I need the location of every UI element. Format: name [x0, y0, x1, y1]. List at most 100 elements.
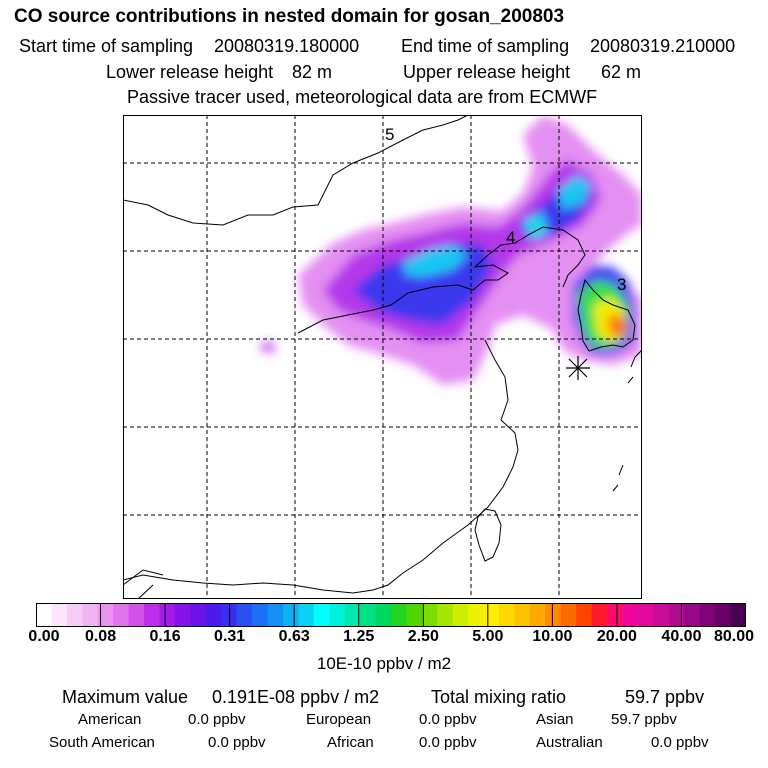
colorbar-swatch: [144, 603, 161, 627]
border-inner: [123, 569, 164, 599]
colorbar: [36, 603, 746, 627]
plume-speck: [260, 341, 276, 353]
border-north: [123, 115, 469, 226]
colorbar-swatch: [252, 603, 269, 627]
colorbar-swatch: [499, 603, 516, 627]
start-time-value: 20080319.180000: [214, 36, 360, 56]
colorbar-tick-label: 80.00: [713, 628, 755, 645]
colorbar-swatch: [205, 603, 222, 627]
plume-cyan-2: [558, 175, 591, 210]
lower-release-label: Lower release height: [106, 62, 274, 82]
trajectory-label-3: 3: [617, 275, 626, 294]
colorbar-swatch: [190, 603, 207, 627]
source-contribution-map: 5 4 3: [123, 115, 642, 599]
colorbar-tick-label: 0.08: [84, 628, 117, 645]
lat-lon-grid: [123, 115, 642, 599]
lower-release-value: 82 m: [292, 62, 333, 82]
colorbar-swatch: [406, 603, 423, 627]
total-mixing-label: Total mixing ratio: [431, 687, 567, 707]
plume-cyan-3: [523, 213, 548, 240]
colorbar-swatch: [421, 603, 438, 627]
colorbar-swatch: [607, 603, 624, 627]
receptor-asterisk-icon: [566, 356, 590, 380]
colorbar-swatch: [653, 603, 670, 627]
colorbar-swatch: [66, 603, 83, 627]
region-value: 0.0 ppbv: [208, 734, 266, 751]
colorbar-swatch: [51, 603, 68, 627]
plume-korea-red: [615, 320, 625, 335]
colorbar-swatch: [375, 603, 392, 627]
colorbar-swatch: [730, 603, 746, 627]
colorbar-tick-label: 0.63: [278, 628, 310, 645]
colorbar-tick-label: 2.50: [407, 628, 439, 645]
colorbar-unit: 10E-10 ppbv / m2: [316, 654, 452, 673]
colorbar-swatch: [97, 603, 114, 627]
max-value-label: Maximum value: [62, 687, 189, 707]
end-time-label: End time of sampling: [401, 36, 570, 56]
colorbar-swatch: [560, 603, 577, 627]
colorbar-swatch: [622, 603, 639, 627]
colorbar-swatch: [113, 603, 130, 627]
trajectory-label-4: 4: [506, 228, 515, 247]
colorbar-tick-label: 20.00: [596, 628, 637, 645]
colorbar-swatch: [699, 603, 716, 627]
coast-bohai: [297, 226, 586, 334]
upper-release-label: Upper release height: [403, 62, 571, 82]
colorbar-swatch: [576, 603, 593, 627]
colorbar-tick-label: 0.16: [149, 628, 181, 645]
coast-taiwan: [474, 508, 502, 562]
coast-east-china: [123, 339, 519, 594]
colorbar-swatch: [329, 603, 346, 627]
colorbar-swatch: [591, 603, 608, 627]
colorbar-tick-label: 5.00: [472, 628, 504, 645]
end-time-value: 20080319.210000: [590, 36, 736, 56]
region-value: 0.0 ppbv: [419, 734, 477, 751]
tracer-note: Passive tracer used, meteorological data…: [127, 87, 598, 107]
start-time-label: Start time of sampling: [19, 36, 194, 56]
colorbar-swatch: [36, 603, 53, 627]
colorbar-swatch: [545, 603, 562, 627]
colorbar-swatch: [236, 603, 253, 627]
colorbar-swatch: [344, 603, 361, 627]
colorbar-swatch: [360, 603, 377, 627]
colorbar-swatch: [82, 603, 99, 627]
plume-cyan-1: [403, 245, 468, 277]
colorbar-tick-label: 0.31: [214, 628, 246, 645]
colorbar-tick-label: 0.00: [28, 628, 60, 645]
colorbar-swatch: [668, 603, 685, 627]
colorbar-swatch: [159, 603, 176, 627]
coastlines: [123, 115, 642, 599]
figure-title: CO source contributions in nested domain…: [14, 6, 565, 27]
region-name: European: [306, 711, 372, 728]
colorbar-swatch: [452, 603, 469, 627]
upper-release-value: 62 m: [601, 62, 642, 82]
region-name: Australian: [536, 734, 603, 751]
map-frame: [123, 115, 642, 599]
colorbar-swatch: [437, 603, 454, 627]
colorbar-swatch: [529, 603, 546, 627]
coast-japan: [612, 349, 642, 492]
colorbar-swatch: [637, 603, 654, 627]
coast-korea: [577, 278, 636, 352]
region-name: Asian: [536, 711, 574, 728]
colorbar-swatch: [483, 603, 500, 627]
colorbar-swatch: [715, 603, 732, 627]
colorbar-swatch: [684, 603, 701, 627]
trajectory-label-5: 5: [385, 125, 394, 144]
colorbar-swatch: [468, 603, 485, 627]
colorbar-swatch: [267, 603, 284, 627]
region-value: 0.0 ppbv: [188, 711, 246, 728]
colorbar-swatch: [313, 603, 330, 627]
region-value: 0.0 ppbv: [419, 711, 477, 728]
colorbar-tick-label: 40.00: [661, 628, 702, 645]
colorbar-swatch: [391, 603, 408, 627]
colorbar-swatch: [128, 603, 145, 627]
max-value: 0.191E-08 ppbv / m2: [212, 687, 380, 707]
colorbar-swatch: [298, 603, 315, 627]
region-value: 0.0 ppbv: [651, 734, 709, 751]
colorbar-swatch: [514, 603, 531, 627]
total-mixing-value: 59.7 ppbv: [625, 687, 705, 707]
colorbar-tick-label: 10.00: [532, 628, 573, 645]
region-name: American: [78, 711, 142, 728]
region-name: African: [327, 734, 374, 751]
